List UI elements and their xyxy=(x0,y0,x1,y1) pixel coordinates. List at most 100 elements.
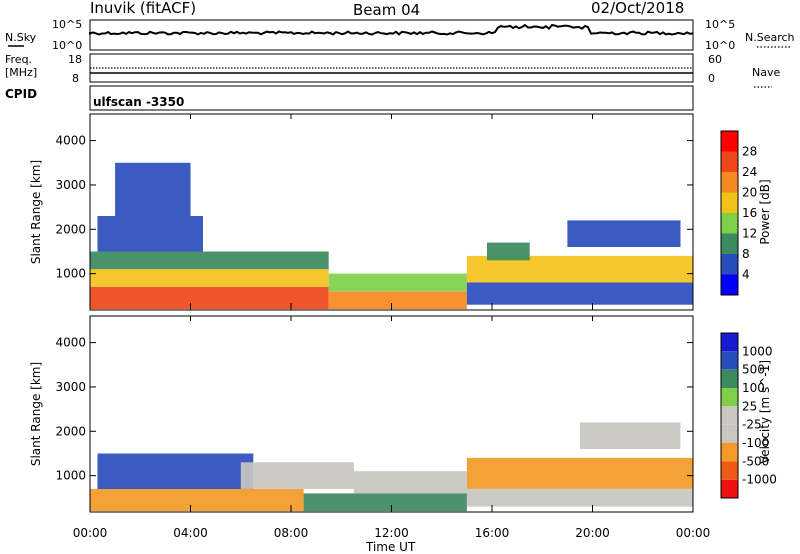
nave-label: Nave xyxy=(752,66,780,79)
nave-tick-low: 0 xyxy=(708,72,715,85)
velocity-colorbar-band-4 xyxy=(721,406,738,425)
velocity-colorbar-tick-0: 1000 xyxy=(742,344,773,358)
power-colorbar-band-7 xyxy=(721,131,738,152)
power-region-0 xyxy=(90,286,329,310)
noise-sky-trace xyxy=(89,23,694,36)
power-ytick-label-0: 1000 xyxy=(55,267,86,281)
noise-panel: N.Sky 10^5 10^0 10^5 10^0 N.Search xyxy=(5,18,795,52)
noise-search-label: N.Search xyxy=(745,31,795,44)
x-tick-label-6: 00:00 xyxy=(676,526,711,540)
power-colorbar-tick-6: 28 xyxy=(742,145,757,159)
velocity-heatmap xyxy=(90,422,693,512)
velocity-colorbar-tick-3: 25 xyxy=(742,399,757,413)
velocity-colorbar: 1000 500 100 25 -25 -100 -500 -1000 xyxy=(720,332,777,499)
power-region-2 xyxy=(90,251,329,270)
power-region-4 xyxy=(115,162,191,216)
velocity-ytick-label-1: 2000 xyxy=(55,424,86,438)
velocity-colorbar-tick-4: -25 xyxy=(742,418,762,432)
power-region-6 xyxy=(328,273,467,292)
cpid-panel: CPID ulfscan -3350 xyxy=(5,85,694,111)
power-region-7 xyxy=(466,255,693,283)
freq-panel: Freq. [MHz] 18 8 60 0 Nave xyxy=(5,53,780,88)
velocity-ytick-label-3: 4000 xyxy=(55,336,86,350)
power-region-10 xyxy=(567,220,681,247)
power-colorbar-tick-2: 12 xyxy=(742,227,757,241)
freq-label-line2: [MHz] xyxy=(5,66,37,79)
velocity-colorbar-tick-5: -100 xyxy=(742,436,769,450)
noise-right-tick-low: 10^0 xyxy=(705,39,735,52)
noise-left-tick-low: 10^0 xyxy=(52,39,82,52)
x-tick-label-4: 16:00 xyxy=(475,526,510,540)
x-tick-label-1: 04:00 xyxy=(173,526,208,540)
power-region-5 xyxy=(328,291,467,310)
velocity-colorbar-label: Velocity [m s^-1] xyxy=(758,360,772,464)
power-colorbar-tick-3: 16 xyxy=(742,206,757,220)
velocity-region-3 xyxy=(353,471,467,494)
velocity-region-5 xyxy=(466,457,693,489)
x-tick-label-0: 00:00 xyxy=(73,526,108,540)
power-colorbar-tick-0: 4 xyxy=(742,268,750,282)
noise-left-tick-high: 10^5 xyxy=(52,18,82,31)
power-region-1 xyxy=(90,269,329,287)
velocity-region-4 xyxy=(303,493,467,512)
velocity-colorbar-band-5 xyxy=(721,424,738,443)
power-colorbar-tick-5: 24 xyxy=(742,165,757,179)
freq-label-line1: Freq. xyxy=(5,53,32,66)
velocity-colorbar-band-3 xyxy=(721,388,738,407)
velocity-region-1 xyxy=(97,453,254,489)
velocity-colorbar-tick-6: -500 xyxy=(742,454,769,468)
power-ylabel: Slant Range [km] xyxy=(29,160,43,264)
freq-tick-low: 8 xyxy=(72,72,79,85)
power-colorbar-tick-1: 8 xyxy=(742,247,750,261)
x-tick-label-5: 20:00 xyxy=(575,526,610,540)
power-colorbar-label: Power [dB] xyxy=(758,179,772,244)
velocity-colorbar-band-2 xyxy=(721,369,738,388)
power-colorbar-band-0 xyxy=(721,274,738,295)
date-title: 02/Oct/2018 xyxy=(591,0,684,17)
x-axis-label: Time UT xyxy=(365,540,416,554)
power-region-3 xyxy=(97,216,203,252)
power-ytick-label-1: 2000 xyxy=(55,222,86,236)
velocity-colorbar-tick-2: 100 xyxy=(742,381,765,395)
beam-title: Beam 04 xyxy=(353,1,420,19)
nave-tick-high: 60 xyxy=(708,53,722,66)
velocity-ytick-label-0: 1000 xyxy=(55,469,86,483)
noise-sky-label: N.Sky xyxy=(5,31,37,44)
velocity-colorbar-band-0 xyxy=(721,333,738,352)
power-region-8 xyxy=(466,282,693,305)
power-colorbar-band-6 xyxy=(721,151,738,172)
velocity-colorbar-band-8 xyxy=(721,479,738,498)
power-colorbar-band-5 xyxy=(721,172,738,193)
power-ytick-label-3: 4000 xyxy=(55,134,86,148)
power-colorbar: 4 8 12 16 20 24 28 xyxy=(720,130,757,296)
power-colorbar-band-2 xyxy=(721,233,738,254)
cpid-label: CPID xyxy=(5,87,37,101)
power-colorbar-band-3 xyxy=(721,213,738,234)
velocity-region-6 xyxy=(466,488,693,507)
station-title: Inuvik (fitACF) xyxy=(90,0,196,17)
power-panel: 1000 2000 3000 4000 Slant Range [km] 4 8 12 16… xyxy=(29,113,772,311)
power-colorbar-band-1 xyxy=(721,254,738,275)
velocity-ytick-label-2: 3000 xyxy=(55,380,86,394)
noise-right-tick-high: 10^5 xyxy=(705,18,735,31)
velocity-colorbar-tick-7: -1000 xyxy=(742,473,777,487)
power-region-9 xyxy=(487,242,530,261)
power-ytick-label-2: 3000 xyxy=(55,178,86,192)
velocity-panel: 1000 2000 3000 4000 00:00 04:00 08:00 12:00 16:… xyxy=(29,315,777,540)
velocity-colorbar-band-6 xyxy=(721,443,738,462)
velocity-colorbar-tick-1: 500 xyxy=(742,363,765,377)
power-heatmap xyxy=(90,162,693,310)
cpid-text: ulfscan -3350 xyxy=(93,95,184,109)
velocity-region-7 xyxy=(579,422,681,449)
x-tick-label-3: 12:00 xyxy=(374,526,409,540)
x-tick-label-2: 08:00 xyxy=(274,526,309,540)
velocity-colorbar-band-7 xyxy=(721,461,738,480)
velocity-region-2 xyxy=(240,462,354,489)
freq-tick-high: 18 xyxy=(68,53,82,66)
velocity-colorbar-band-1 xyxy=(721,351,738,370)
velocity-ylabel: Slant Range [km] xyxy=(29,362,43,466)
velocity-region-0 xyxy=(90,488,304,512)
power-colorbar-tick-4: 20 xyxy=(742,186,757,200)
power-colorbar-band-4 xyxy=(721,192,738,213)
